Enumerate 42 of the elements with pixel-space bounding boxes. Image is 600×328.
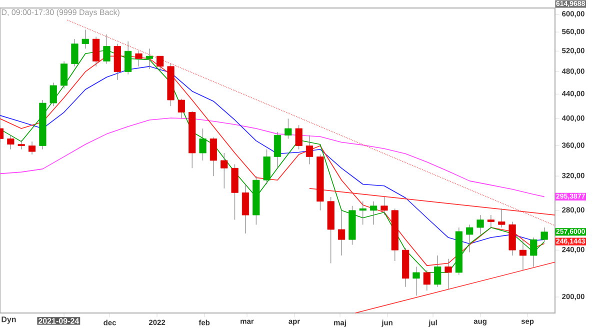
candlestick — [71, 38, 78, 67]
candlestick — [220, 152, 228, 189]
candlestick — [263, 149, 270, 185]
candlestick — [18, 140, 25, 150]
candlestick — [434, 255, 442, 288]
candlestick — [370, 201, 378, 225]
text: Dyn — [2, 316, 16, 324]
candlestick — [519, 239, 527, 270]
candlestick — [7, 134, 14, 150]
candlestick — [359, 201, 366, 225]
line-series — [0, 118, 545, 198]
candlestick — [146, 48, 153, 70]
candlestick — [274, 132, 282, 168]
candlestick — [135, 50, 142, 67]
candlestick — [199, 128, 206, 161]
candlestick — [487, 214, 495, 228]
candlestick — [156, 56, 164, 72]
candlestick — [338, 210, 346, 256]
candlestick — [380, 196, 388, 216]
candlestick — [210, 137, 218, 176]
candlestick — [28, 141, 36, 155]
candlestick — [423, 270, 430, 291]
candlestick — [103, 34, 110, 64]
candlestick — [284, 118, 292, 140]
candlestick — [178, 98, 186, 119]
candlestick — [476, 214, 484, 235]
candlestick — [82, 29, 89, 49]
candlestick — [242, 184, 250, 234]
candlestick — [92, 36, 100, 67]
text: 2021-09-24 — [38, 318, 80, 324]
candlestick — [412, 266, 420, 296]
candlestick — [540, 227, 548, 242]
candlestick — [498, 208, 506, 228]
chart-title: D, 09:00-17:30 (9999 Days Back) — [2, 9, 120, 17]
candlestick — [466, 224, 474, 253]
candlestick — [295, 124, 302, 150]
candlestick — [124, 41, 132, 75]
candlestick — [50, 82, 57, 106]
candlestick — [60, 60, 68, 89]
candlestick — [306, 134, 314, 165]
candlestick — [444, 258, 452, 290]
candlestick — [530, 237, 538, 267]
